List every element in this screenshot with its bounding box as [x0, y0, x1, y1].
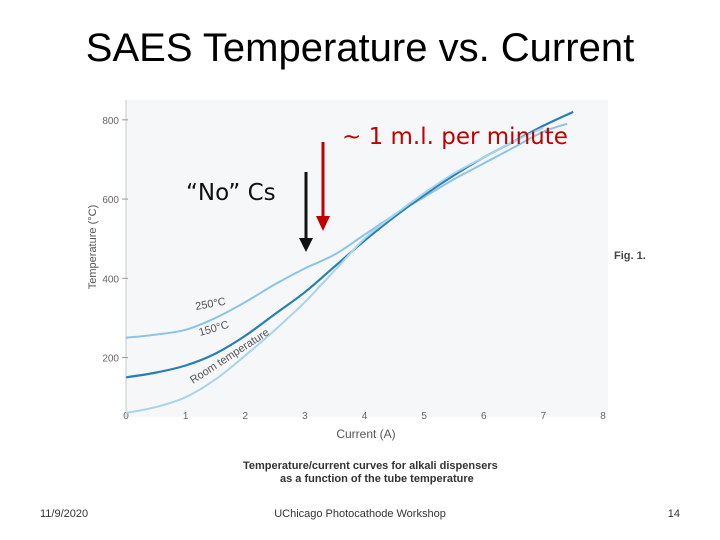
footer-center: UChicago Photocathode Workshop: [274, 508, 446, 520]
series-label-250c: 250°C: [194, 296, 226, 313]
x-axis-label: Current (A): [336, 427, 395, 441]
x-tick-label: 4: [362, 411, 368, 422]
y-axis-label: Temperature (°C): [87, 205, 99, 289]
caption-line-1: Temperature/current curves for alkali di…: [243, 460, 498, 472]
slide-title: SAES Temperature vs. Current: [85, 26, 635, 70]
y-tick-label: 800: [102, 116, 119, 127]
y-tick-label: 600: [102, 195, 119, 206]
series-line-0: [125, 122, 568, 339]
figure-label: Fig. 1.: [614, 250, 646, 262]
x-tick-label: 0: [123, 411, 129, 422]
x-tick-label: 7: [541, 411, 547, 422]
caption-line-2: as a function of the tube temperature: [280, 473, 474, 485]
plot-background: [126, 100, 608, 417]
x-tick-label: 8: [600, 411, 606, 422]
y-tick-label: 400: [102, 274, 119, 285]
arrow-ml-head: [316, 216, 330, 231]
x-tick-label: 3: [302, 411, 308, 422]
x-tick-label: 5: [421, 411, 427, 422]
annotation-no-cs: “No” Cs: [186, 180, 276, 206]
x-tick-label: 1: [183, 411, 189, 422]
x-tick-label: 2: [242, 411, 248, 422]
page-number: 14: [667, 508, 680, 520]
arrow-no-cs-head: [299, 238, 313, 252]
footer-date: 11/9/2020: [40, 508, 89, 520]
series-line-2: [125, 126, 544, 415]
y-tick-label: 200: [102, 354, 119, 365]
x-tick-label: 6: [481, 411, 487, 422]
annotation-ml-per-minute: ~ 1 m.l. per minute: [342, 124, 568, 150]
